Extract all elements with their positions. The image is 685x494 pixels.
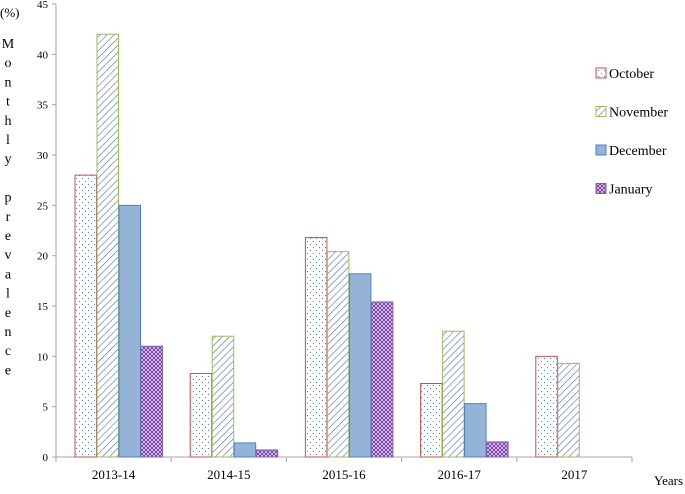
y-axis-label-letter: a — [5, 267, 12, 282]
y-axis-label-letter: e — [5, 306, 11, 321]
y-axis-label-letter: n — [5, 325, 12, 340]
bar — [211, 335, 235, 458]
bar — [420, 383, 443, 458]
y-tick-label: 30 — [37, 150, 49, 162]
legend: October November December January — [595, 67, 668, 198]
bar — [255, 449, 279, 458]
y-axis-label-letter: l — [6, 133, 10, 148]
y-axis-label-letter: n — [5, 75, 12, 90]
y-axis-label-letter: o — [5, 56, 12, 71]
x-axis-label: Years — [654, 473, 683, 488]
y-axis-label-letter: e — [5, 229, 11, 244]
legend-label: January — [609, 183, 653, 198]
bars — [74, 33, 580, 458]
legend-label: November — [609, 106, 668, 121]
y-axis-label-letter: h — [5, 114, 12, 129]
y-tick-label: 35 — [37, 100, 49, 112]
legend-swatch — [595, 144, 607, 156]
y-tick-label: 10 — [37, 351, 49, 363]
y-tick-label: 15 — [37, 301, 49, 313]
legend-swatch — [595, 67, 607, 79]
legend-label: December — [609, 144, 667, 159]
y-tick-label: 0 — [43, 452, 49, 464]
y-tick-label: 5 — [43, 402, 49, 414]
bar — [304, 237, 328, 458]
y-tick-label: 40 — [37, 49, 49, 61]
bar — [326, 251, 350, 458]
y-tick-label: 25 — [37, 200, 49, 212]
y-axis-label-letter: t — [6, 95, 10, 110]
x-tick-label: 2016-17 — [438, 467, 482, 482]
bar — [140, 345, 163, 458]
legend-label: October — [609, 67, 654, 82]
x-tick-label: 2015-16 — [322, 467, 366, 482]
legend-swatch — [595, 106, 607, 117]
y-axis-label-letter: y — [5, 152, 12, 167]
legend-swatch — [595, 183, 607, 194]
bar — [486, 441, 509, 458]
bar — [557, 362, 580, 458]
bar — [535, 355, 558, 458]
y-axis-unit: (%) — [0, 5, 20, 20]
bar — [189, 372, 213, 458]
y-axis-label-letter: e — [5, 363, 11, 378]
bar — [233, 442, 257, 458]
y-tick-label: 20 — [37, 251, 49, 263]
y-axis-label-letter: v — [5, 248, 12, 263]
y-axis-label-letter: p — [5, 191, 12, 206]
bar — [370, 301, 394, 458]
x-tick-label: 2017 — [561, 467, 588, 482]
y-axis-label-letter: c — [5, 344, 11, 359]
y-axis-label-letter: M — [2, 37, 15, 52]
y-tick-label: 45 — [37, 0, 49, 11]
bar — [74, 174, 97, 458]
bar — [464, 403, 487, 458]
bar — [96, 33, 119, 458]
bar — [348, 273, 372, 458]
bar — [118, 204, 141, 458]
x-tick-label: 2013-14 — [92, 467, 136, 482]
bar — [442, 330, 465, 458]
x-tick-label: 2014-15 — [207, 467, 250, 482]
y-axis-label-letter: l — [6, 287, 10, 302]
y-axis-label-letter: r — [6, 210, 11, 225]
